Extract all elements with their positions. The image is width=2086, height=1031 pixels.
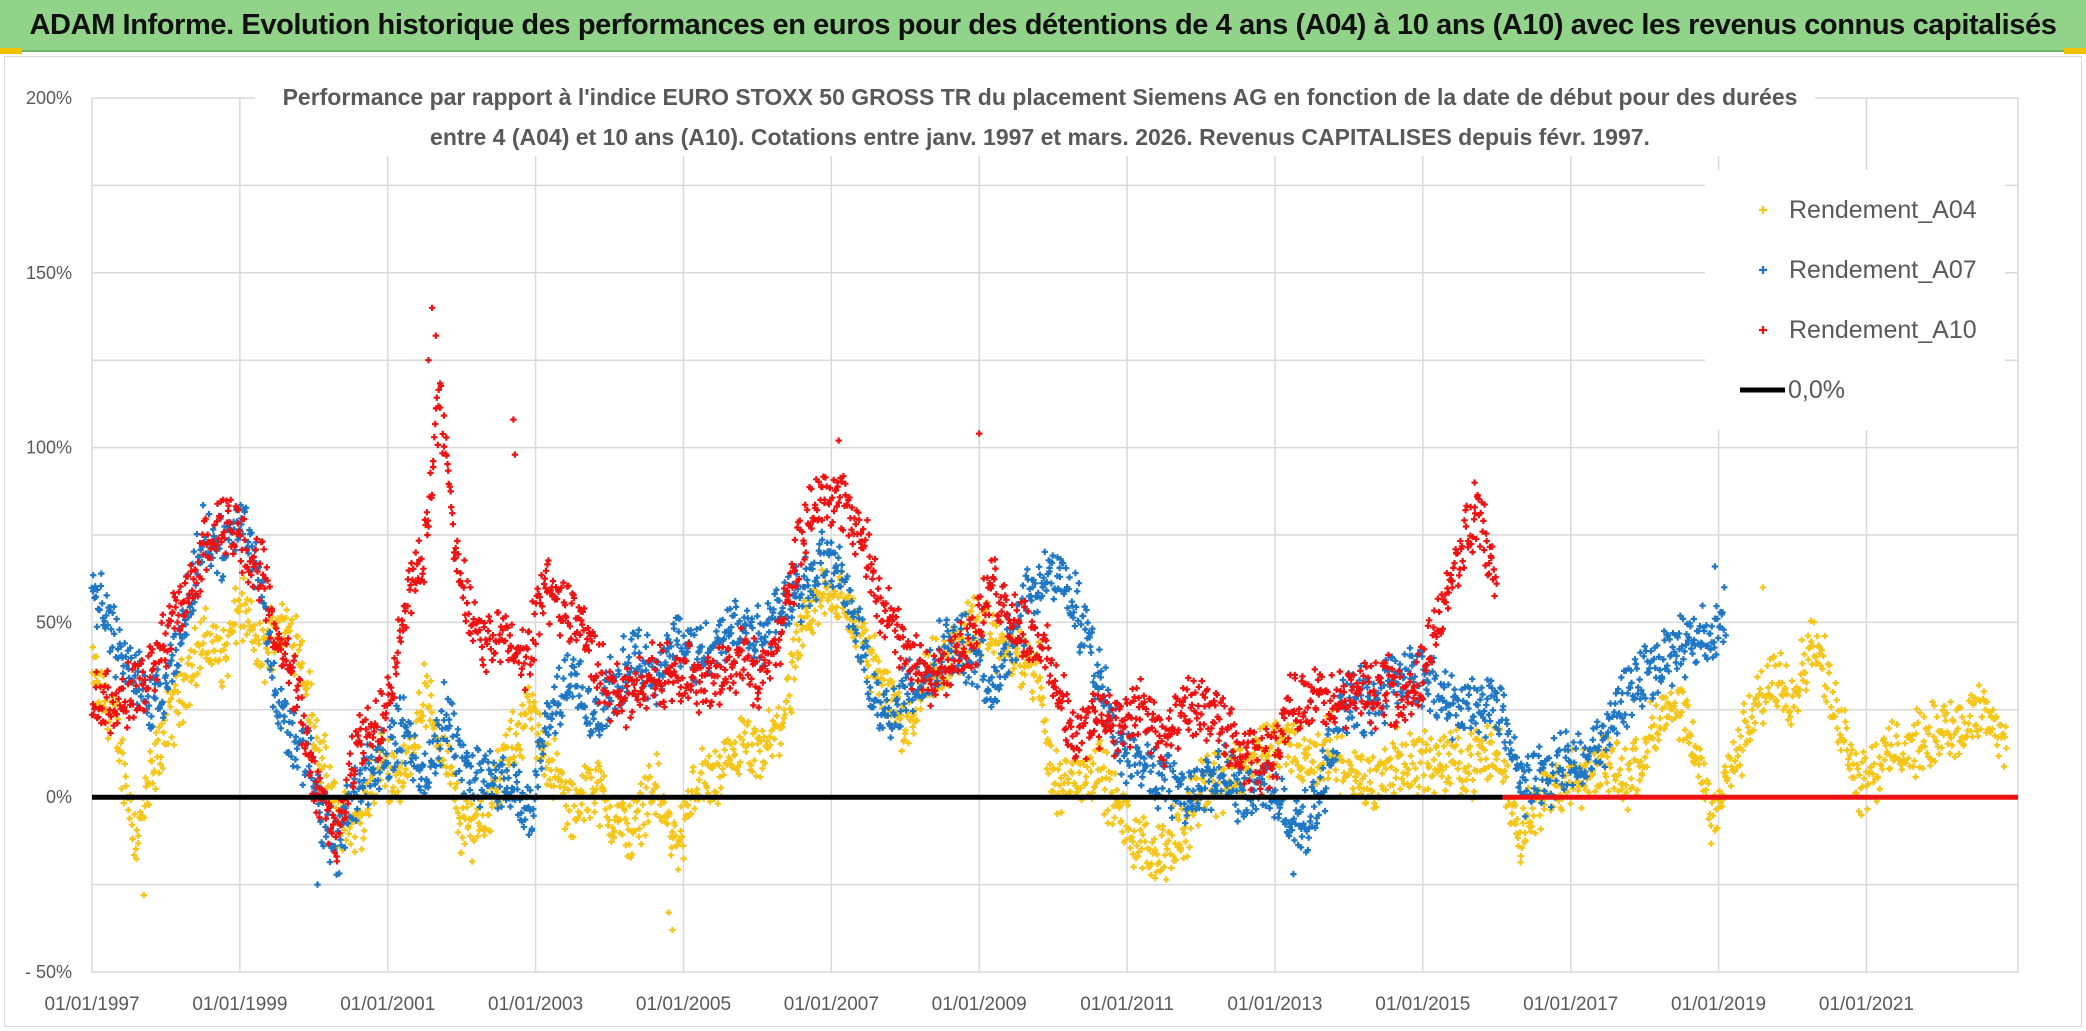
series-Rendement_A07 <box>88 501 1729 888</box>
report-banner-title: ADAM Informe. Evolution historique des p… <box>29 8 2057 41</box>
x-tick-label: 01/01/2001 <box>340 994 435 1015</box>
banner-corner-right <box>2064 48 2086 54</box>
y-tick-label: 0% <box>46 787 72 807</box>
x-tick-label: 01/01/2005 <box>636 994 731 1015</box>
legend-label: 0,0% <box>1788 376 1845 404</box>
legend-swatch-Rendement_A07 <box>1759 266 1767 274</box>
y-tick-label: 100% <box>26 438 72 458</box>
x-tick-label: 01/01/2021 <box>1819 994 1914 1015</box>
y-tick-label: 50% <box>36 612 72 632</box>
legend-label: Rendement_A10 <box>1789 316 1977 344</box>
scatter-markers-Rendement_A07 <box>88 501 1729 888</box>
legend-background <box>1705 170 2005 430</box>
legend-label: Rendement_A07 <box>1789 256 1977 284</box>
x-tick-label: 01/01/2017 <box>1523 994 1618 1015</box>
x-tick-label: 01/01/1997 <box>44 994 139 1015</box>
chart-legend: Rendement_A04 Rendement_A07 Rendement_A10 0… <box>1705 170 2005 430</box>
series-Rendement_A10 <box>88 304 1500 865</box>
x-axis-ticks: 01/01/1997 01/01/1999 01/01/2001 01/01/2003… <box>44 994 1914 1015</box>
banner-corner-left <box>0 48 22 54</box>
x-tick-label: 01/01/2015 <box>1375 994 1470 1015</box>
legend-swatch-Rendement_A04 <box>1759 206 1767 214</box>
report-banner: ADAM Informe. Evolution historique des p… <box>0 0 2086 52</box>
x-tick-label: 01/01/1999 <box>192 994 287 1015</box>
legend-label: Rendement_A04 <box>1789 196 1977 224</box>
chart-frame <box>4 56 2082 1027</box>
x-tick-label: 01/01/2011 <box>1080 994 1174 1015</box>
x-tick-label: 01/01/2013 <box>1227 994 1322 1015</box>
y-tick-label: - 50% <box>25 962 72 982</box>
y-tick-label: 200% <box>26 88 72 108</box>
x-tick-label: 01/01/2019 <box>1671 994 1766 1015</box>
x-tick-label: 01/01/2009 <box>932 994 1027 1015</box>
y-tick-label: 150% <box>26 263 72 283</box>
chart-title-line-2: entre 4 (A04) et 10 ans (A10). Cotations… <box>430 124 1650 150</box>
x-tick-label: 01/01/2003 <box>488 994 583 1015</box>
x-tick-label: 01/01/2007 <box>784 994 879 1015</box>
chart-title-background <box>255 76 1815 156</box>
scatter-markers-Rendement_A10 <box>88 304 1500 865</box>
chart-title-line-1: Performance par rapport à l'indice EURO … <box>283 84 1798 110</box>
legend-swatch-Rendement_A10 <box>1759 326 1767 334</box>
scatter-series <box>88 304 2018 934</box>
y-axis-ticks: 200% 150% 100% 50% 0% - 50% <box>25 88 72 982</box>
